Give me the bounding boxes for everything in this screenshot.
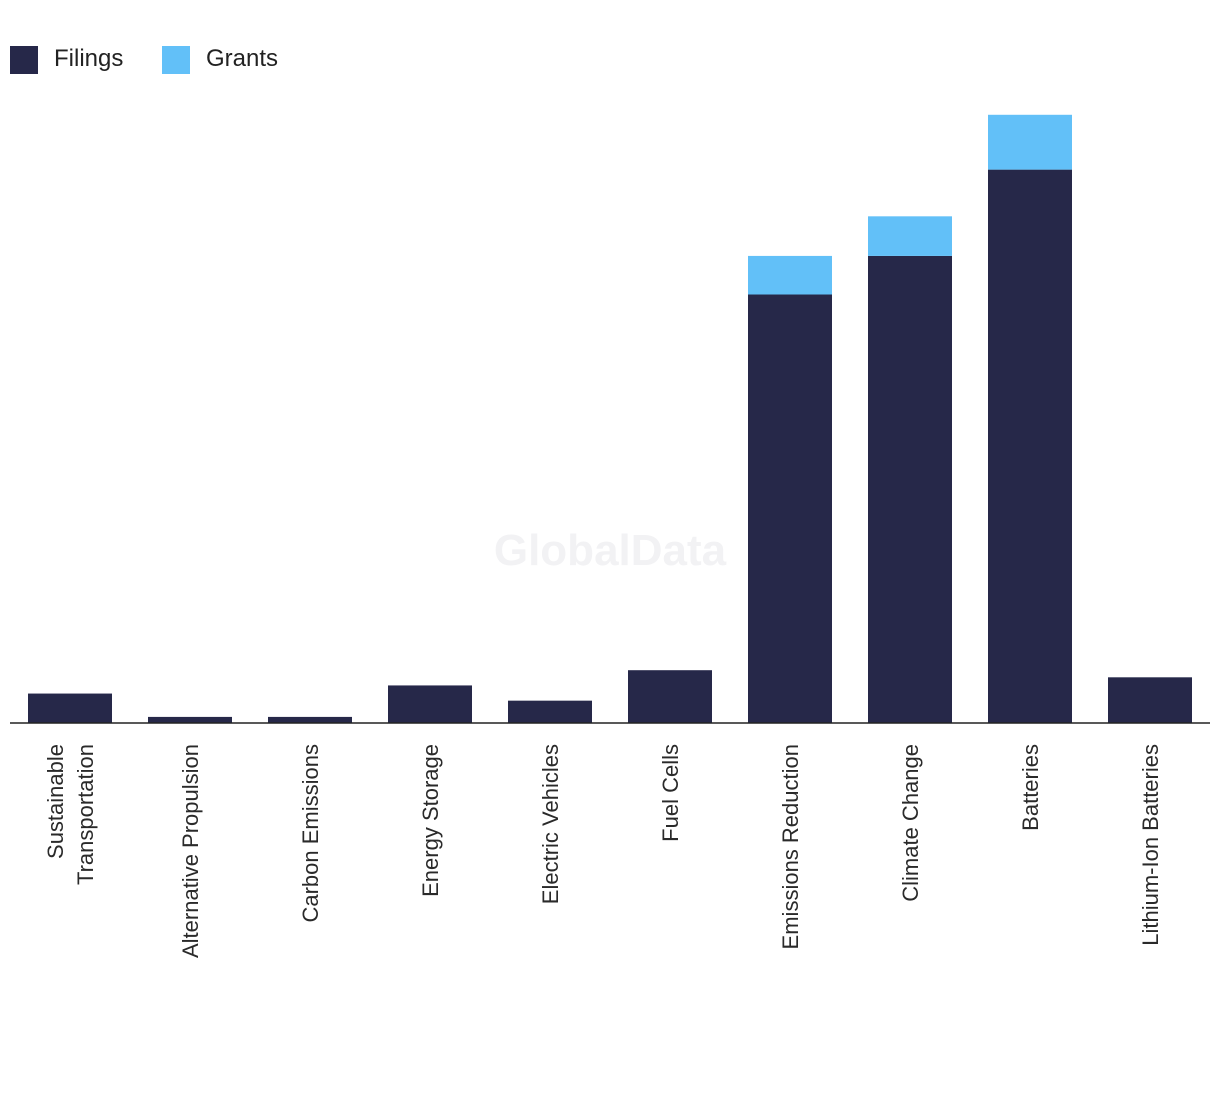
bar-filings-6 [748, 294, 832, 723]
x-tick-label: Alternative Propulsion [178, 744, 203, 958]
legend: Filings Grants [10, 45, 278, 74]
x-tick-label: Transportation [73, 744, 98, 885]
bar-filings-1 [148, 716, 232, 723]
x-tick-label: Lithium-Ion Batteries [1138, 744, 1163, 946]
bar-filings-5 [628, 670, 712, 723]
bar-filings-3 [388, 685, 472, 723]
bar-filings-9 [1108, 677, 1192, 723]
x-tick-label: Climate Change [898, 744, 923, 902]
legend-swatch-filings [10, 46, 38, 74]
bar-grants-6 [748, 255, 832, 295]
bar-filings-8 [988, 169, 1072, 724]
legend-label-filings: Filings [54, 45, 123, 72]
bar-filings-0 [28, 693, 112, 723]
x-tick-label: Batteries [1018, 744, 1043, 831]
bar-filings-7 [868, 255, 952, 723]
x-tick-label: Emissions Reduction [778, 744, 803, 949]
bar-grants-8 [988, 114, 1072, 170]
x-tick-label: Sustainable [43, 744, 68, 859]
bar-filings-2 [268, 716, 352, 723]
legend-label-grants: Grants [206, 45, 278, 72]
x-tick-label: Fuel Cells [658, 744, 683, 842]
bar-filings-4 [508, 700, 592, 723]
watermark: GlobalData [494, 526, 727, 575]
x-tick-label: Electric Vehicles [538, 744, 563, 904]
legend-swatch-grants [162, 46, 190, 74]
x-tick-label: Energy Storage [418, 744, 443, 897]
bar-grants-7 [868, 216, 952, 256]
x-tick-label: Carbon Emissions [298, 744, 323, 923]
bars [28, 114, 1192, 724]
x-tick-labels: Sustainable Transportation Alternative Pro… [43, 744, 1163, 958]
